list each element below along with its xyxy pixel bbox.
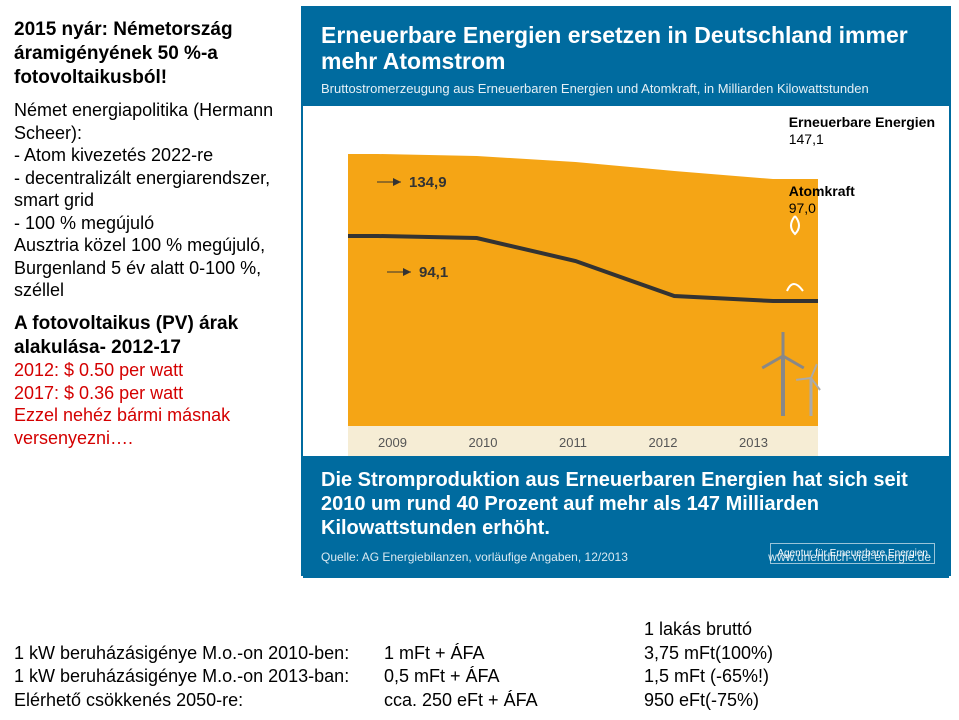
x-tick-label: 2009 (378, 435, 407, 450)
chart-source: Quelle: AG Energiebilanzen, vorläufige A… (321, 550, 628, 564)
table-cell: 3,75 mFt(100%) (644, 642, 944, 665)
pv-line-2012: 2012: $ 0.50 per watt (14, 359, 283, 382)
x-axis-labels: 2009 2010 2011 2012 2013 (378, 435, 768, 450)
legend-renewable: Erneuerbare Energien 147,1 Atomkraft 97,… (789, 114, 935, 218)
chart-header: Erneuerbare Energien ersetzen in Deutsch… (303, 8, 949, 106)
table-cell: 950 eFt(-75%) (644, 689, 944, 712)
table-cell: 0,5 mFt + ÁFA (384, 665, 644, 688)
value-label: 94,1 (419, 264, 448, 281)
pv-line-2017: 2017: $ 0.36 per watt (14, 382, 283, 405)
legend-atom-label: Atomkraft (789, 183, 935, 201)
area-orange (348, 154, 818, 426)
policy-text: Német energiapolitika (Hermann Scheer):-… (14, 99, 283, 302)
legend-top-label: Erneuerbare Energien (789, 114, 935, 132)
table-cell: 1,5 mFt (-65%!) (644, 665, 944, 688)
chart-subtitle: Bruttostromerzeugung aus Erneuerbaren En… (321, 81, 931, 96)
table-cell: 1 kW beruházásigénye M.o.-on 2010-ben: (14, 642, 384, 665)
chart-plot-area: 134,9 94,1 Erneuerbare Energien 147,1 Ato… (303, 106, 949, 456)
bottom-header-right: 1 lakás bruttó (644, 618, 944, 641)
x-tick-label: 2010 (469, 435, 498, 450)
value-label: 134,9 (409, 174, 447, 191)
pv-title: A fotovoltaikus (PV) árak alakulása- 201… (14, 312, 283, 360)
chart-footer-title: Die Stromproduktion aus Erneuerbaren Ene… (321, 468, 931, 540)
logo-agentur: Agentur für Erneuerbare Energien (770, 543, 935, 564)
table-cell: Elérhető csökkenés 2050-re: (14, 689, 384, 712)
pv-compete: Ezzel nehéz bármi másnak versenyezni…. (14, 404, 283, 449)
chart-title: Erneuerbare Energien ersetzen in Deutsch… (321, 22, 931, 75)
table-cell: cca. 250 eFt + ÁFA (384, 689, 644, 712)
legend-top-value: 147,1 (789, 131, 935, 149)
x-tick-label: 2011 (559, 435, 587, 450)
table-cell: 1 kW beruházásigénye M.o.-on 2013-ban: (14, 665, 384, 688)
x-tick-label: 2013 (739, 435, 768, 450)
chart-container: Erneuerbare Energien ersetzen in Deutsch… (301, 6, 951, 576)
legend-atom-value: 97,0 (789, 200, 935, 218)
table-cell: 1 mFt + ÁFA (384, 642, 644, 665)
x-tick-label: 2012 (649, 435, 678, 450)
chart-footer: Die Stromproduktion aus Erneuerbaren Ene… (303, 456, 949, 578)
bottom-table: 1 lakás bruttó 1 kW beruházásigénye M.o.… (14, 618, 944, 712)
left-title: 2015 nyár: Németország áramigényének 50 … (14, 18, 283, 89)
